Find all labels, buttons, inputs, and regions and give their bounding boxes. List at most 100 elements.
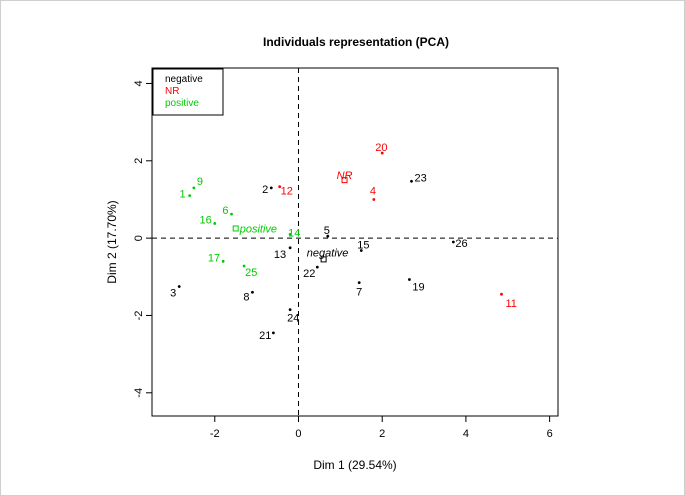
data-point-26: 26 — [451, 238, 468, 250]
centroid-marker — [341, 177, 348, 184]
x-tick-label: 4 — [463, 428, 469, 440]
point-label: 7 — [356, 287, 362, 299]
y-tick-label: 0 — [133, 235, 145, 241]
data-point-20: 20 — [375, 142, 387, 155]
data-point-5: 5 — [324, 225, 330, 238]
point-label: 20 — [375, 142, 387, 154]
point-marker — [408, 278, 411, 281]
point-label: 22 — [303, 268, 315, 280]
data-point-13: 13 — [274, 246, 292, 261]
data-point-22: 22 — [303, 265, 319, 280]
centroid-positive: positive — [232, 223, 277, 235]
plot-area — [151, 67, 559, 417]
data-point-14: 14 — [288, 227, 300, 239]
x-tick-label: 2 — [379, 428, 385, 440]
centroid-nr: NR — [337, 170, 353, 184]
point-marker — [359, 249, 363, 252]
point-label: 4 — [370, 185, 376, 197]
data-point-9: 9 — [192, 176, 203, 190]
y-tick-label: -2 — [133, 311, 145, 321]
x-axis-label: Dim 1 (29.54%) — [313, 458, 396, 472]
data-point-11: 11 — [500, 292, 517, 310]
y-axis-label: Dim 2 (17.70%) — [105, 200, 119, 283]
legend-box — [152, 68, 224, 116]
point-marker — [357, 281, 361, 284]
point-label: 26 — [455, 238, 467, 250]
centroid-label: NR — [337, 170, 353, 182]
data-point-16: 16 — [200, 214, 217, 226]
data-point-1: 1 — [180, 189, 192, 201]
point-marker — [288, 232, 292, 236]
point-label: 1 — [180, 189, 186, 201]
point-label: 16 — [200, 214, 212, 226]
point-label: 3 — [170, 287, 176, 299]
point-marker — [251, 290, 254, 294]
point-label: 6 — [222, 205, 228, 217]
point-label: 2 — [262, 184, 268, 196]
data-point-25: 25 — [242, 264, 257, 279]
y-tick-label: 4 — [133, 80, 145, 86]
legend-entry-negative: negative — [165, 74, 203, 85]
point-marker — [188, 194, 192, 198]
y-tick-label: -4 — [133, 388, 145, 398]
data-point-7: 7 — [356, 281, 362, 299]
point-marker — [221, 259, 225, 263]
point-marker — [410, 179, 413, 183]
data-point-4: 4 — [370, 185, 376, 201]
centroid-negative: negative — [307, 247, 349, 263]
point-label: 13 — [274, 249, 286, 261]
data-point-8: 8 — [243, 290, 254, 303]
legend-entry-positive: positive — [165, 98, 199, 109]
point-label: 19 — [412, 282, 424, 294]
point-marker — [288, 308, 292, 312]
data-point-21: 21 — [259, 330, 275, 342]
x-tick-label: 0 — [295, 428, 301, 440]
point-label: 12 — [281, 186, 293, 198]
data-point-12: 12 — [278, 185, 293, 198]
legend-entry-nr: NR — [165, 86, 179, 97]
data-point-24: 24 — [287, 308, 299, 325]
point-label: 23 — [415, 172, 427, 184]
point-marker — [315, 265, 319, 269]
data-point-2: 2 — [262, 184, 273, 196]
point-marker — [326, 234, 330, 238]
y-tick-label: 2 — [133, 158, 145, 164]
point-marker — [451, 240, 455, 244]
chart-title: Individuals representation (PCA) — [263, 35, 449, 49]
point-marker — [380, 151, 384, 155]
point-marker — [271, 331, 275, 335]
centroid-label: negative — [307, 247, 349, 259]
point-marker — [213, 222, 217, 225]
point-label: 5 — [324, 225, 330, 237]
point-marker — [230, 212, 233, 216]
centroid-marker — [320, 256, 327, 263]
point-label: 25 — [245, 267, 257, 279]
point-label: 11 — [505, 298, 516, 310]
data-point-19: 19 — [408, 278, 425, 294]
centroid-marker — [232, 225, 239, 232]
point-marker — [242, 264, 246, 268]
point-label: 24 — [287, 313, 299, 325]
point-marker — [177, 285, 181, 288]
centroid-label: positive — [239, 223, 277, 235]
data-point-17: 17 — [208, 252, 225, 264]
data-point-23: 23 — [410, 172, 427, 184]
point-label: 15 — [357, 240, 369, 252]
point-marker — [500, 292, 503, 296]
data-point-6: 6 — [222, 205, 233, 217]
x-tick-label: -2 — [210, 428, 220, 440]
data-point-3: 3 — [170, 285, 181, 299]
point-label: 8 — [243, 291, 249, 303]
x-tick-label: 6 — [547, 428, 553, 440]
point-label: 14 — [288, 227, 300, 239]
point-marker — [278, 185, 282, 189]
point-marker — [192, 186, 196, 190]
point-marker — [288, 246, 292, 250]
point-label: 17 — [208, 252, 220, 264]
point-marker — [269, 186, 273, 190]
point-marker — [372, 198, 376, 201]
data-point-15: 15 — [357, 240, 370, 252]
